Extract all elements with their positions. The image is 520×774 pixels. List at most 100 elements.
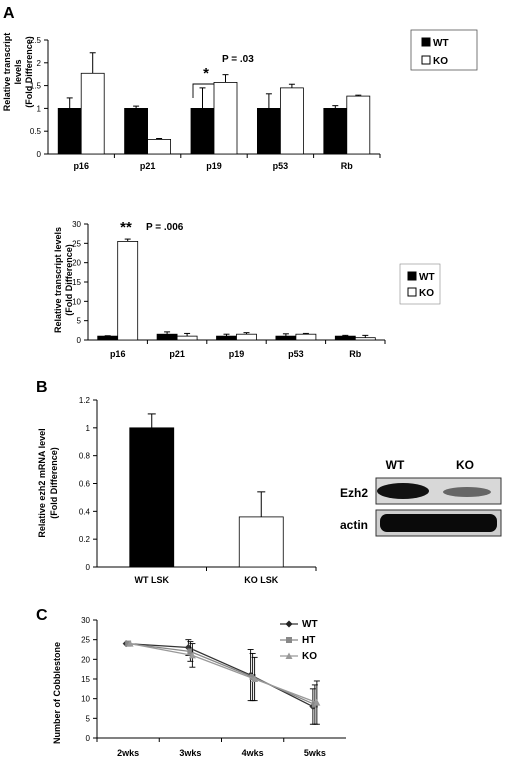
chart-a1-category-label: p19 <box>206 161 222 171</box>
chart-a1-legend-label-ko: KO <box>433 56 448 67</box>
chart-b-y-tick-label: 0 <box>86 563 91 572</box>
chart-a2-legend-swatch-ko <box>407 287 417 297</box>
chart-a1-category-label: p21 <box>140 161 156 171</box>
chart-a2-y-tick-label: 30 <box>72 220 81 229</box>
chart-a1-bar-wt-p21 <box>124 108 148 155</box>
chart-c-legend-marker-wt <box>285 620 293 628</box>
chart-a2-bar-ko-p16 <box>117 240 139 341</box>
chart-a2-legend-label-ko: KO <box>419 288 434 299</box>
chart-c-x-label: 5wks <box>304 748 326 758</box>
panel-c-letter: C <box>36 607 48 624</box>
chart-c-x-label: 2wks <box>117 748 139 758</box>
chart-a1-legend-swatch-wt <box>421 37 431 47</box>
panel-a-letter: A <box>3 5 15 22</box>
chart-a1-y-tick-label: 1.5 <box>30 82 42 91</box>
chart-a2-y-tick-label: 25 <box>72 239 81 248</box>
chart-c-x-label: 3wks <box>179 748 201 758</box>
blot-row-label-actin: actin <box>340 518 368 532</box>
chart-c-y-tick-label: 5 <box>86 714 91 723</box>
chart-a1-y-tick-label: 0 <box>37 150 42 159</box>
chart-a2-category-label: Rb <box>349 349 361 359</box>
chart-c-x-label: 4wks <box>242 748 264 758</box>
chart-c-legend: WT HT KO <box>280 619 318 662</box>
chart-a2-y-tick-label: 10 <box>72 297 81 306</box>
chart-a2-bar-wt-rb <box>334 335 356 341</box>
chart-a1-pvalue: P = .03 <box>222 54 254 65</box>
chart-a2-bar-wt-p19 <box>216 335 237 341</box>
chart-b-bar-ko-lsk <box>238 516 284 568</box>
blot-row-label-ezh2: Ezh2 <box>340 486 368 500</box>
chart-b-y-tick-label: 1 <box>86 424 91 433</box>
chart-a1-ylabel-3: (Fold Difference) <box>24 36 34 108</box>
chart-a2-bar-wt-p21 <box>156 333 178 341</box>
chart-a2-legend-box <box>399 263 441 305</box>
chart-a2-y-tick-label: 0 <box>77 336 82 345</box>
chart-c-legend-label-wt: WT <box>302 619 318 630</box>
chart-c-y-tick-label: 15 <box>81 675 90 684</box>
chart-b-category-label: KO LSK <box>244 575 279 585</box>
chart-a2-ylabel-1: Relative transcript levels <box>53 227 63 333</box>
blot-ezh2-band-wt <box>377 483 429 499</box>
chart-a1-category-label: p16 <box>73 161 89 171</box>
blot-actin-bands <box>380 514 497 532</box>
chart-c-point-ht <box>187 648 194 655</box>
chart-a2-bar-ko-rb <box>354 337 376 341</box>
chart-a2-bar-ko-p21 <box>176 335 198 341</box>
chart-a2-category-label: p53 <box>288 349 304 359</box>
chart-a1-y-tick-label: 1 <box>37 104 42 113</box>
chart-a1-transcript-levels: Relative transcript levels (Fold Differe… <box>2 29 478 171</box>
chart-a2-transcript-levels: Relative transcript levels (Fold Differe… <box>53 219 441 359</box>
chart-a1-bar-ko-p19 <box>213 82 238 155</box>
chart-c-legend-marker-ko <box>285 652 293 659</box>
chart-b-bar-wt-lsk <box>129 427 175 568</box>
panel-b-letter: B <box>36 379 48 396</box>
chart-a2-y-tick-label: 15 <box>72 278 81 287</box>
chart-a1-bar-ko-p16 <box>80 72 105 155</box>
chart-a2-bar-wt-p53 <box>275 335 297 341</box>
chart-a2-legend-swatch-wt <box>407 271 417 281</box>
chart-a1-bar-ko-rb <box>346 95 371 155</box>
chart-b-category-label: WT LSK <box>135 575 170 585</box>
chart-a2-y-tick-label: 20 <box>72 259 81 268</box>
chart-c-line-ht <box>128 642 316 706</box>
chart-b-y-tick-label: 0.2 <box>79 535 91 544</box>
chart-a2-ylabel-2: (Fold Difference) <box>64 244 74 316</box>
chart-a1-bar-ko-p53 <box>279 87 304 155</box>
chart-c-point-ko <box>251 675 259 682</box>
chart-c-cobblestone: Number of Cobblestone WT HT KO 0 5 10 15 20 2… <box>52 616 346 758</box>
chart-b-y-tick-label: 0.6 <box>79 480 91 489</box>
chart-b-y-tick-label: 0.4 <box>79 507 91 516</box>
chart-b-y-tick-label: 1.2 <box>79 396 91 405</box>
chart-c-legend-marker-ht <box>286 637 292 643</box>
chart-a1-y-tick-label: 0.5 <box>30 127 42 136</box>
chart-a2-legend-label-wt: WT <box>419 272 435 283</box>
chart-c-ylabel: Number of Cobblestone <box>52 642 62 744</box>
chart-a1-category-label: Rb <box>341 161 353 171</box>
chart-a1-y-tick-label: 2.5 <box>30 36 42 45</box>
chart-c-point-ht <box>125 640 132 647</box>
chart-a1-bar-wt-p19 <box>190 108 215 155</box>
chart-c-y-tick-label: 25 <box>81 636 90 645</box>
chart-a2-bar-wt-p16 <box>97 335 119 341</box>
blot-ezh2-band-ko <box>443 487 491 497</box>
chart-a2-category-label: p21 <box>169 349 185 359</box>
chart-a2-y-tick-label: 5 <box>77 317 82 326</box>
chart-c-point-ko <box>188 651 196 659</box>
chart-c-point-ko <box>126 640 134 647</box>
chart-a1-legend-label-wt: WT <box>433 38 449 49</box>
chart-a1-category-label: p53 <box>273 161 289 171</box>
chart-a2-category-label: p19 <box>229 349 245 359</box>
chart-a2-pvalue: P = .006 <box>146 222 184 233</box>
chart-a2-bar-ko-p53 <box>295 333 317 341</box>
chart-a1-legend-swatch-ko <box>421 55 431 65</box>
chart-a1-bar-ko-p21 <box>147 139 172 155</box>
chart-a1-significance-star: * <box>203 65 209 82</box>
chart-a2-significance-stars: ** <box>120 219 132 236</box>
chart-a2-legend: WT KO <box>399 263 441 305</box>
chart-c-y-tick-label: 20 <box>81 655 90 664</box>
chart-a2-bar-ko-p19 <box>236 333 257 341</box>
chart-b-ylabel-1: Relative ezh2 mRNA level <box>37 428 47 537</box>
chart-a1-y-tick-label: 2 <box>37 59 42 68</box>
chart-c-y-tick-label: 10 <box>81 695 90 704</box>
